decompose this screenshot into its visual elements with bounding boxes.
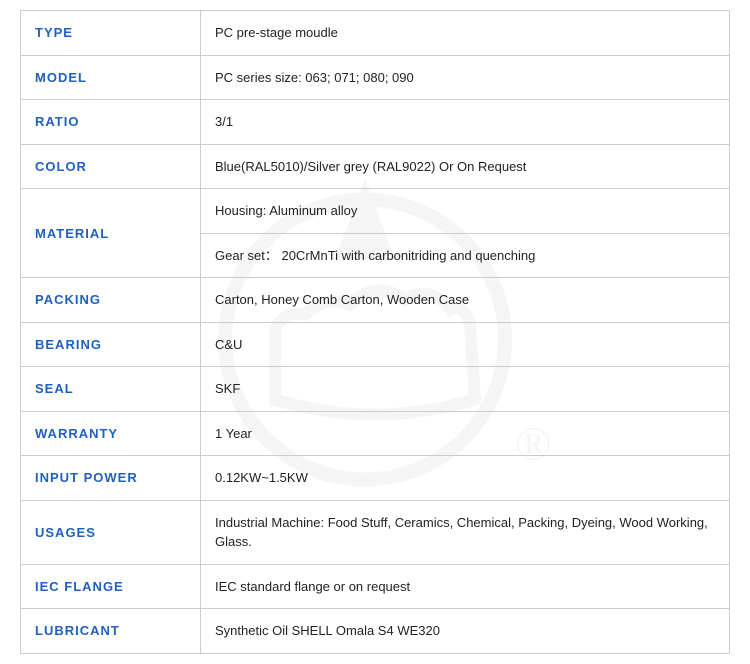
spec-label: BEARING <box>21 322 201 367</box>
table-row: IEC FLANGEIEC standard flange or on requ… <box>21 564 730 609</box>
table-row: BEARINGC&U <box>21 322 730 367</box>
spec-value: 0.12KW~1.5KW <box>201 456 730 501</box>
table-row: RATIO 3/1 <box>21 100 730 145</box>
spec-value: PC series size: 063; 071; 080; 090 <box>201 55 730 100</box>
spec-value: Carton, Honey Comb Carton, Wooden Case <box>201 278 730 323</box>
spec-label: RATIO <box>21 100 201 145</box>
spec-value: Industrial Machine: Food Stuff, Ceramics… <box>201 500 730 564</box>
spec-label: USAGES <box>21 500 201 564</box>
spec-label: IEC FLANGE <box>21 564 201 609</box>
spec-value: Housing: Aluminum alloy <box>201 189 730 234</box>
spec-label: COLOR <box>21 144 201 189</box>
spec-value: C&U <box>201 322 730 367</box>
table-row: WARRANTY1 Year <box>21 411 730 456</box>
spec-label: INPUT POWER <box>21 456 201 501</box>
spec-table: TYPEPC pre-stage moudleMODELPC series si… <box>20 10 730 654</box>
spec-label: MODEL <box>21 55 201 100</box>
table-row: COLORBlue(RAL5010)/Silver grey (RAL9022)… <box>21 144 730 189</box>
table-row: LUBRICANTSynthetic Oil SHELL Omala S4 WE… <box>21 609 730 654</box>
table-row: INPUT POWER0.12KW~1.5KW <box>21 456 730 501</box>
table-row: USAGESIndustrial Machine: Food Stuff, Ce… <box>21 500 730 564</box>
spec-label: TYPE <box>21 11 201 56</box>
spec-value: SKF <box>201 367 730 412</box>
spec-label: SEAL <box>21 367 201 412</box>
spec-label: LUBRICANT <box>21 609 201 654</box>
spec-value: PC pre-stage moudle <box>201 11 730 56</box>
spec-label: WARRANTY <box>21 411 201 456</box>
table-row: PACKINGCarton, Honey Comb Carton, Wooden… <box>21 278 730 323</box>
spec-value: Synthetic Oil SHELL Omala S4 WE320 <box>201 609 730 654</box>
table-row: TYPEPC pre-stage moudle <box>21 11 730 56</box>
table-row: MODELPC series size: 063; 071; 080; 090 <box>21 55 730 100</box>
table-row: SEALSKF <box>21 367 730 412</box>
spec-label: MATERIAL <box>21 189 201 278</box>
spec-value: Gear set： 20CrMnTi with carbonitriding a… <box>201 233 730 278</box>
spec-value: IEC standard flange or on request <box>201 564 730 609</box>
table-row: MATERIALHousing: Aluminum alloy <box>21 189 730 234</box>
spec-label: PACKING <box>21 278 201 323</box>
spec-value: 3/1 <box>201 100 730 145</box>
spec-value: 1 Year <box>201 411 730 456</box>
spec-value: Blue(RAL5010)/Silver grey (RAL9022) Or O… <box>201 144 730 189</box>
